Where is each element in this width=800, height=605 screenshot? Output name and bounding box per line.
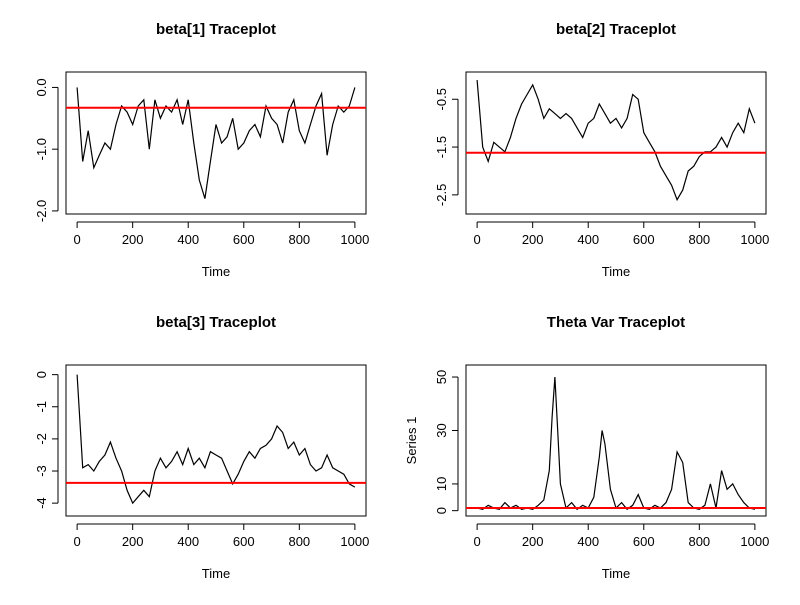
x-tick-label: 600 xyxy=(633,534,655,549)
plot-box xyxy=(465,364,767,517)
y-tick-label: 0 xyxy=(34,371,49,378)
y-tick-label: -0.5 xyxy=(434,88,449,110)
plot-box xyxy=(65,364,367,517)
x-tick-label: 400 xyxy=(577,534,599,549)
x-axis-label: Time xyxy=(602,566,630,581)
x-tick-label: 800 xyxy=(288,232,310,247)
x-tick-label: 800 xyxy=(688,534,710,549)
x-tick-label: 0 xyxy=(473,534,480,549)
x-tick-label: 400 xyxy=(177,534,199,549)
panel-title: beta[2] Traceplot xyxy=(556,21,676,38)
x-tick-label: 0 xyxy=(473,232,480,247)
panel-title: beta[1] Traceplot xyxy=(156,21,276,38)
x-tick-label: 400 xyxy=(177,232,199,247)
panel-title: Theta Var Traceplot xyxy=(547,314,685,331)
y-tick-label: -4 xyxy=(34,497,49,509)
y-tick-label: -2.0 xyxy=(34,200,49,222)
trace-line xyxy=(476,376,756,511)
x-tick-label: 1000 xyxy=(340,232,369,247)
y-tick-label: -3 xyxy=(34,465,49,477)
y-tick-label: -2 xyxy=(34,433,49,445)
y-tick-label: 30 xyxy=(434,423,449,437)
y-tick-label: 10 xyxy=(434,477,449,491)
trace-line xyxy=(76,374,356,505)
x-tick-label: 800 xyxy=(688,232,710,247)
y-tick-label: -2.5 xyxy=(434,184,449,206)
x-axis-label: Time xyxy=(202,264,230,279)
y-tick-label: -1 xyxy=(34,401,49,413)
x-tick-label: 600 xyxy=(233,534,255,549)
x-tick-label: 0 xyxy=(73,534,80,549)
x-tick-label: 200 xyxy=(522,232,544,247)
x-tick-label: 200 xyxy=(522,534,544,549)
x-tick-label: 1000 xyxy=(340,534,369,549)
panel: beta[2] Traceplot Time 0 200 400 600 800 1000 -0… xyxy=(434,21,769,279)
x-tick-label: 200 xyxy=(122,232,144,247)
panel-title: beta[3] Traceplot xyxy=(156,314,276,331)
y-axis-label: Series 1 xyxy=(404,417,419,465)
panel: beta[1] Traceplot Time 0 200 400 600 800 1000 0.… xyxy=(34,21,369,279)
panel: Theta Var Traceplot Time Series 1 0 200 400 60… xyxy=(404,314,769,581)
x-tick-label: 600 xyxy=(633,232,655,247)
x-tick-label: 1000 xyxy=(740,232,769,247)
panel: beta[3] Traceplot Time 0 200 400 600 800 1000 0 -… xyxy=(34,314,369,581)
x-tick-label: 400 xyxy=(577,232,599,247)
y-tick-label: 50 xyxy=(434,370,449,384)
y-tick-label: -1.5 xyxy=(434,136,449,158)
x-axis-label: Time xyxy=(602,264,630,279)
x-tick-label: 1000 xyxy=(740,534,769,549)
x-tick-label: 800 xyxy=(288,534,310,549)
y-tick-label: 0.0 xyxy=(34,78,49,96)
plot-box xyxy=(465,71,767,215)
y-tick-label: -1.0 xyxy=(34,138,49,160)
plot-box xyxy=(65,71,367,215)
x-tick-label: 0 xyxy=(73,232,80,247)
y-tick-label: 0 xyxy=(434,507,449,514)
x-tick-label: 200 xyxy=(122,534,144,549)
x-axis-label: Time xyxy=(202,566,230,581)
x-tick-label: 600 xyxy=(233,232,255,247)
trace-line xyxy=(76,87,356,199)
trace-line xyxy=(476,80,756,202)
